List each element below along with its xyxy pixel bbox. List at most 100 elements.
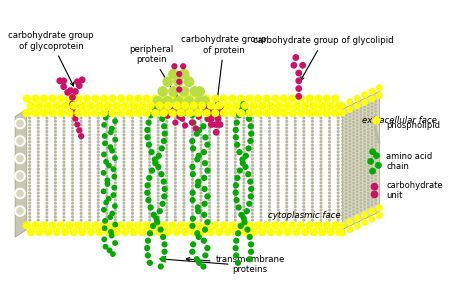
Circle shape <box>174 147 177 150</box>
Circle shape <box>339 110 346 116</box>
Circle shape <box>374 168 377 171</box>
Circle shape <box>148 174 151 178</box>
Circle shape <box>268 157 271 160</box>
Circle shape <box>311 164 314 167</box>
Circle shape <box>91 109 100 117</box>
Circle shape <box>311 195 314 198</box>
Circle shape <box>311 144 314 147</box>
Circle shape <box>208 160 211 164</box>
Circle shape <box>369 148 376 155</box>
Circle shape <box>234 198 237 201</box>
Circle shape <box>285 181 288 184</box>
Circle shape <box>360 138 362 140</box>
Circle shape <box>211 221 219 229</box>
Circle shape <box>200 178 202 181</box>
Circle shape <box>168 221 176 229</box>
Circle shape <box>233 182 239 188</box>
Circle shape <box>284 228 292 236</box>
Circle shape <box>352 165 355 168</box>
Circle shape <box>319 167 322 170</box>
Circle shape <box>148 171 151 174</box>
Circle shape <box>200 168 202 171</box>
Circle shape <box>23 109 31 117</box>
Circle shape <box>348 191 351 193</box>
Circle shape <box>36 174 40 178</box>
Circle shape <box>233 252 239 258</box>
Circle shape <box>97 198 100 201</box>
Circle shape <box>80 168 82 171</box>
Circle shape <box>232 101 240 110</box>
Circle shape <box>105 181 109 184</box>
Circle shape <box>182 164 185 167</box>
Circle shape <box>122 116 126 120</box>
Circle shape <box>363 139 366 142</box>
Circle shape <box>23 109 31 117</box>
Circle shape <box>242 205 246 208</box>
Circle shape <box>152 156 158 163</box>
Circle shape <box>208 215 211 218</box>
Circle shape <box>28 164 31 167</box>
Circle shape <box>201 186 208 192</box>
Circle shape <box>374 129 377 132</box>
Circle shape <box>371 180 374 183</box>
Circle shape <box>182 154 185 157</box>
Circle shape <box>100 109 108 117</box>
Circle shape <box>131 127 134 130</box>
Circle shape <box>225 202 228 205</box>
Circle shape <box>71 154 74 157</box>
Circle shape <box>182 160 185 164</box>
Circle shape <box>234 140 237 143</box>
Circle shape <box>217 151 220 153</box>
Circle shape <box>164 101 172 110</box>
Circle shape <box>259 181 263 184</box>
Text: phospholipid: phospholipid <box>386 121 440 130</box>
Circle shape <box>259 191 263 195</box>
Circle shape <box>103 159 109 165</box>
Circle shape <box>174 137 177 140</box>
Circle shape <box>277 133 280 137</box>
Circle shape <box>367 192 370 195</box>
Circle shape <box>209 109 216 116</box>
Circle shape <box>80 127 82 130</box>
Circle shape <box>295 85 302 92</box>
Circle shape <box>311 157 314 160</box>
Circle shape <box>363 146 366 149</box>
Circle shape <box>148 147 151 150</box>
Circle shape <box>356 143 358 145</box>
Circle shape <box>190 120 197 126</box>
Circle shape <box>122 202 126 205</box>
Circle shape <box>217 174 220 178</box>
Circle shape <box>251 154 254 157</box>
Circle shape <box>156 108 163 115</box>
Circle shape <box>371 163 374 166</box>
Circle shape <box>328 144 331 147</box>
Circle shape <box>280 109 288 117</box>
Circle shape <box>200 215 202 218</box>
Circle shape <box>345 128 347 130</box>
Circle shape <box>36 116 40 120</box>
Circle shape <box>297 95 305 103</box>
Circle shape <box>168 95 176 103</box>
Circle shape <box>63 174 65 178</box>
Circle shape <box>156 168 160 171</box>
Circle shape <box>363 194 366 197</box>
Circle shape <box>105 205 109 208</box>
Circle shape <box>31 221 39 229</box>
Circle shape <box>285 191 288 195</box>
Circle shape <box>311 212 314 215</box>
Circle shape <box>131 144 134 147</box>
Circle shape <box>348 136 351 139</box>
Circle shape <box>122 120 126 123</box>
Circle shape <box>156 171 160 174</box>
Circle shape <box>268 147 271 150</box>
Circle shape <box>322 109 331 117</box>
Circle shape <box>74 109 82 117</box>
Circle shape <box>204 116 210 122</box>
Circle shape <box>182 212 185 215</box>
Circle shape <box>356 133 358 135</box>
Circle shape <box>367 202 370 205</box>
Circle shape <box>134 109 142 117</box>
Circle shape <box>294 205 297 208</box>
Circle shape <box>237 149 243 155</box>
Circle shape <box>242 147 246 150</box>
